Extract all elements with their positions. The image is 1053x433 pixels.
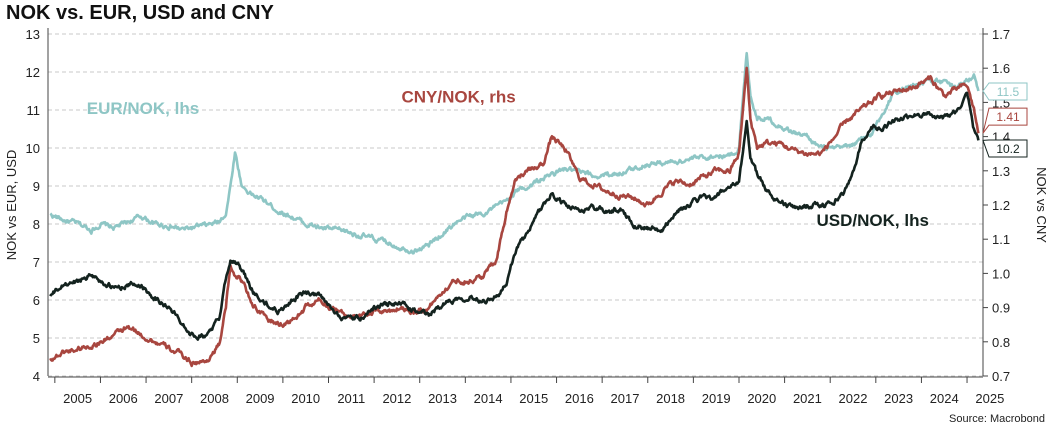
x-tick-label: 2008 bbox=[200, 391, 229, 406]
series-labels: EUR/NOK, lhs CNY/NOK, rhs USD/NOK, lhs bbox=[87, 87, 929, 230]
x-tick-label: 2024 bbox=[930, 391, 959, 406]
right-tick-label: 1.2 bbox=[992, 198, 1010, 213]
right-tick-label: 1.3 bbox=[992, 164, 1010, 179]
right-axis-title: NOK vs CNY bbox=[1034, 167, 1049, 243]
last-value-eur: 11.5 bbox=[997, 85, 1020, 99]
right-tick-label: 1.6 bbox=[992, 61, 1010, 76]
series-label-usd: USD/NOK, lhs bbox=[817, 211, 929, 230]
right-tick-label: 0.9 bbox=[992, 301, 1010, 316]
x-tick-label: 2025 bbox=[975, 391, 1004, 406]
series-lines bbox=[49, 51, 980, 368]
last-value-flags: 11.5 1.41 10.2 bbox=[982, 82, 1028, 158]
left-tick-label: 8 bbox=[33, 217, 40, 232]
series-line-cny bbox=[49, 66, 980, 368]
left-tick-label: 9 bbox=[33, 179, 40, 194]
right-tick-label: 1.0 bbox=[992, 266, 1010, 281]
x-tick-label: 2018 bbox=[656, 391, 685, 406]
source-note: Source: Macrobond bbox=[949, 413, 1045, 425]
right-tick-label: 1.1 bbox=[992, 232, 1010, 247]
right-tick-label: 0.8 bbox=[992, 335, 1010, 350]
series-line-eur bbox=[49, 51, 980, 255]
x-tick-label: 2015 bbox=[519, 391, 548, 406]
x-tick-label: 2021 bbox=[793, 391, 822, 406]
chart-title: NOK vs. EUR, USD and CNY bbox=[6, 2, 274, 24]
series-line-usd bbox=[49, 91, 980, 341]
series-label-cny: CNY/NOK, rhs bbox=[401, 87, 515, 106]
x-tick-label: 2010 bbox=[291, 391, 320, 406]
x-tick-label: 2014 bbox=[474, 391, 503, 406]
right-tick-label: 0.7 bbox=[992, 369, 1010, 384]
x-tick-label: 2023 bbox=[884, 391, 913, 406]
x-tick-label: 2019 bbox=[702, 391, 731, 406]
x-tick-label: 2006 bbox=[109, 391, 138, 406]
last-value-usd: 10.2 bbox=[996, 142, 1020, 156]
left-tick-label: 7 bbox=[33, 255, 40, 270]
x-tick-label: 2016 bbox=[565, 391, 594, 406]
last-value-cny: 1.41 bbox=[996, 110, 1020, 124]
x-tick-label: 2022 bbox=[839, 391, 868, 406]
x-tick-label: 2020 bbox=[747, 391, 776, 406]
left-tick-label: 10 bbox=[26, 141, 40, 156]
left-tick-label: 12 bbox=[26, 65, 40, 80]
x-tick-label: 2011 bbox=[337, 391, 365, 406]
left-tick-label: 13 bbox=[26, 27, 40, 42]
left-tick-label: 5 bbox=[33, 331, 40, 346]
right-tick-label: 1.7 bbox=[992, 27, 1010, 42]
left-tick-label: 11 bbox=[27, 103, 41, 118]
x-tick-label: 2017 bbox=[611, 391, 640, 406]
left-tick-label: 6 bbox=[33, 293, 40, 308]
x-tick-label: 2013 bbox=[428, 391, 457, 406]
x-tick-label: 2007 bbox=[154, 391, 183, 406]
gridlines bbox=[48, 33, 983, 377]
left-axis-title: NOK vs EUR, USD bbox=[4, 150, 19, 261]
series-label-eur: EUR/NOK, lhs bbox=[87, 99, 199, 118]
last-value-flag-usd bbox=[982, 139, 1028, 158]
x-tick-label: 2005 bbox=[63, 391, 92, 406]
last-value-flag-eur bbox=[982, 82, 1028, 101]
left-tick-label: 4 bbox=[33, 369, 40, 384]
x-tick-label: 2012 bbox=[382, 391, 411, 406]
last-value-flag-cny bbox=[982, 107, 1028, 134]
x-tick-label: 2009 bbox=[246, 391, 275, 406]
